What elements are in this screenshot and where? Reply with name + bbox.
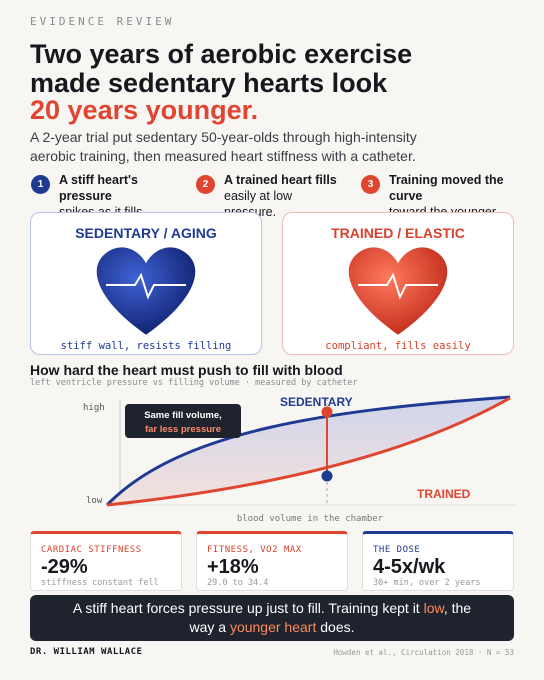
banner: A stiff heart forces pressure up just to…	[30, 595, 514, 641]
stat-card: FITNESS, VO2 MAX +18% 29.0 to 34.4	[196, 531, 348, 591]
banner-text: , the way a	[189, 600, 472, 635]
stat-value: -29%	[41, 556, 88, 578]
stat-label: THE DOSE	[373, 545, 421, 555]
step-number: 2	[196, 175, 215, 194]
step-bold: Training moved the curve	[389, 173, 504, 203]
stat-label: CARDIAC STIFFNESS	[41, 545, 142, 555]
stat-card: THE DOSE 4-5x/wk 30+ min, over 2 years	[362, 531, 514, 591]
y-label: high	[83, 403, 105, 413]
dot	[321, 406, 333, 418]
title-line: Two years of aerobic exercise	[30, 39, 413, 69]
title-line: made sedentary hearts look	[30, 68, 388, 98]
curve-diagram: Same fill volume, far less pressure high…	[83, 395, 515, 524]
series-label: SEDENTARY	[280, 395, 353, 409]
banner-text: does.	[316, 619, 355, 635]
y-label: low	[86, 496, 103, 506]
author: DR. WILLIAM WALLACE	[30, 647, 143, 657]
stat-value: +18%	[207, 556, 259, 578]
banner-highlight: low	[423, 600, 444, 616]
card: SEDENTARY / AGING stiff wall, resists fi…	[30, 212, 262, 355]
callout-text: Same fill volume,	[144, 410, 222, 421]
card: TRAINED / ELASTIC compliant, fills easil…	[282, 212, 514, 355]
callout-text: far less pressure	[145, 424, 221, 435]
stat-caption: 30+ min, over 2 years	[373, 578, 481, 588]
x-label: blood volume in the chamber	[237, 514, 384, 524]
card-caption: stiff wall, resists filling	[60, 340, 232, 352]
series-label: TRAINED	[417, 487, 471, 501]
stat-card: CARDIAC STIFFNESS -29% stiffness constant …	[30, 531, 182, 591]
step-bold: A stiff heart's pressure	[59, 173, 138, 203]
card-title: TRAINED / ELASTIC	[331, 225, 465, 241]
source: Howden et al., Circulation 2018 · N = 53	[333, 648, 514, 657]
banner-highlight: younger heart	[229, 619, 317, 635]
dot	[321, 470, 333, 482]
figure-title: How hard the heart must push to fill wit…	[30, 362, 343, 378]
eyebrow: EVIDENCE REVIEW	[30, 15, 175, 28]
stat-label: FITNESS, VO2 MAX	[207, 545, 302, 555]
callout	[125, 404, 241, 438]
stat-value: 4-5x/wk	[373, 556, 446, 578]
heart-icon	[96, 247, 196, 335]
step-bold: A trained heart fills	[224, 173, 337, 187]
step-number: 3	[361, 175, 380, 194]
card-caption: compliant, fills easily	[325, 340, 471, 352]
trained-curve	[106, 396, 511, 507]
stat-caption: stiffness constant fell	[41, 578, 159, 588]
heart-icon	[348, 247, 448, 335]
step-number: 1	[31, 175, 50, 194]
card-title: SEDENTARY / AGING	[75, 225, 217, 241]
gap-area	[107, 397, 510, 505]
sedentary-curve	[105, 395, 511, 507]
stat-caption: 29.0 to 34.4	[207, 578, 269, 588]
figure-subtitle: left ventricle pressure vs filling volum…	[30, 378, 358, 388]
subtitle: A 2-year trial put sedentary 50-year-old…	[30, 129, 417, 164]
banner-text: A stiff heart forces pressure up just to…	[72, 600, 424, 616]
title-highlight: 20 years younger.	[30, 95, 259, 125]
